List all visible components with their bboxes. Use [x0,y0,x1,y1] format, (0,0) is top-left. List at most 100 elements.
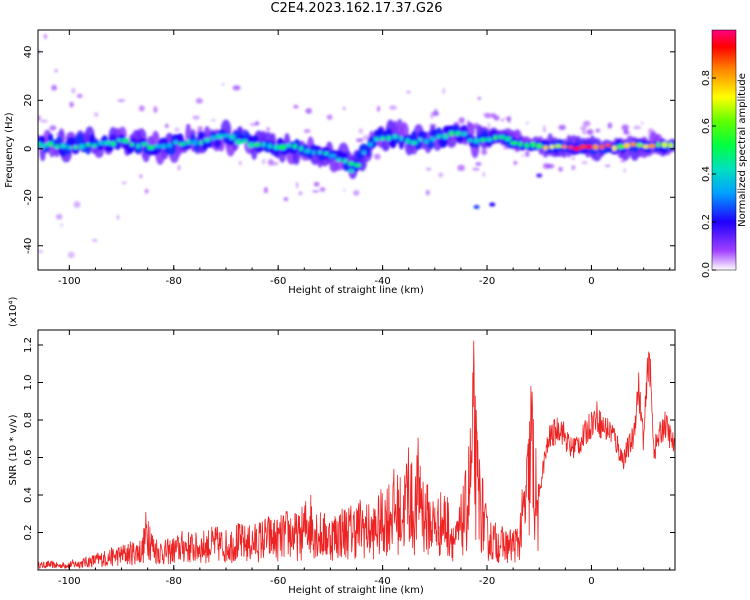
spectrum-core [623,142,631,149]
spectrum-core [121,138,130,144]
colorbar-gradient [711,29,737,271]
colorbar-tick-label: 0.0 [701,262,712,278]
spectrum-body [197,131,205,140]
spectrum-body [104,144,114,153]
spectrum-body [251,135,259,143]
spectrum-speck [513,160,518,165]
snr-y-label: SNR (10 * v/v) [8,414,19,485]
spectrum-speck [303,129,311,134]
snr-axes: -100 -80 -60 -40 -20 0 0.2 0.4 0.6 0.8 1.0 1.2 [23,330,675,587]
spectrum-core [361,150,367,155]
spectrum-core [497,135,506,139]
snr-panel: -100 -80 -60 -40 -20 0 0.2 0.4 0.6 0.8 1.0 1.2 SNR … [8,296,676,596]
spectrum-speck [122,181,127,184]
spectrum-speck [434,108,437,115]
spectrum-speck [633,125,642,130]
spectrum-core [292,143,298,149]
spectrum-core [485,137,493,142]
spectrum-core [448,130,455,137]
spectrum-core [153,144,161,148]
spectrum-speck [38,250,43,253]
y-tick-label: -40 [23,238,34,254]
colorbar-ticks: 0.0 0.2 0.4 0.6 0.8 [701,70,716,278]
spectrum-body [66,136,77,146]
spectrum-core [567,145,574,149]
spectrum-core [436,134,442,139]
spectrum-speck [475,162,482,166]
spectrum-speck [262,158,266,165]
spectrum-core [54,144,60,149]
spectrum-speck [73,201,81,208]
spectrum-speck [543,129,547,133]
spectrum-speck [353,189,360,196]
spectrum-speck [254,121,260,126]
y-tick-label: 1.2 [23,337,34,353]
spectrum-core [473,138,480,144]
spectrum-core [73,145,78,150]
spectrum-speck [60,223,63,227]
spectrum-core [303,148,312,154]
spectrum-core [173,140,179,145]
spectrum-core [518,141,523,147]
spectrum-speck [605,164,611,167]
spectrum-core [129,142,135,147]
spectrum-core [579,144,587,150]
y-tick-label: 0.8 [23,412,34,428]
spectrum-speck [295,181,299,189]
spectrum-speck [389,105,397,110]
spectrum-speck [355,138,364,143]
spectrum-patch [473,204,480,209]
spectrum-speck [195,98,203,104]
spectrum-speck [238,161,242,165]
spectrum-speck [266,127,270,131]
spectrum-speck [571,165,576,171]
spectrum-speck [558,124,566,131]
spectrum-speck [546,163,555,169]
spectrum-speck [116,214,120,220]
spectrum-core [392,134,399,139]
x-tick-label: -60 [270,276,286,287]
spectrum-core [116,138,123,143]
spectrum-core [178,142,186,146]
spectrum-speck [67,251,75,259]
spectrum-speck [138,105,145,112]
spectrum-speck [139,174,143,179]
spectrum-core [311,150,316,155]
spectrum-speck [263,186,268,194]
spectrum-core [234,139,243,145]
spectrum-speck [177,164,181,171]
colorbar-tick-label: 0.4 [701,166,712,182]
spectrum-body [133,143,143,154]
spectrum-core [136,143,141,149]
spectrum-core [285,143,293,148]
spectrum-speck [477,96,481,100]
spectrum-speck [71,87,76,94]
y-tick-label: 0.6 [23,450,34,466]
spectrum-body [365,144,371,158]
spectrum-core [442,133,449,140]
spectrum-speck [342,106,346,111]
spectrum-core [561,144,568,149]
colorbar-tick-label: 0.8 [701,70,712,86]
y-tick-label: 0.2 [23,525,34,541]
spectrogram-panel: -100 -80 -60 -40 -20 0 -40 -20 0 20 40 Frequency (… [4,29,676,296]
spectrum-speck [582,120,591,127]
spectrum-core [535,143,543,149]
spectrum-speck [623,130,630,135]
spectrogram-y-label: Frequency (Hz) [4,112,15,188]
spectrum-core [40,143,48,148]
spectrum-speck [221,83,225,86]
spectrum-speck [501,118,504,122]
y-tick-label: 20 [23,94,34,107]
spectrum-core [417,137,423,142]
spectrum-core [147,145,155,150]
spectrum-speck [580,125,587,131]
spectrum-speck [92,239,98,242]
spectrum-speck [362,134,369,141]
spectrum-core [354,163,362,168]
spectrum-speck [49,125,57,131]
spectrum-speck [43,33,48,40]
spectrum-body [109,134,117,143]
spectrogram-axes: -100 -80 -60 -40 -20 0 -40 -20 0 20 40 [23,30,675,287]
